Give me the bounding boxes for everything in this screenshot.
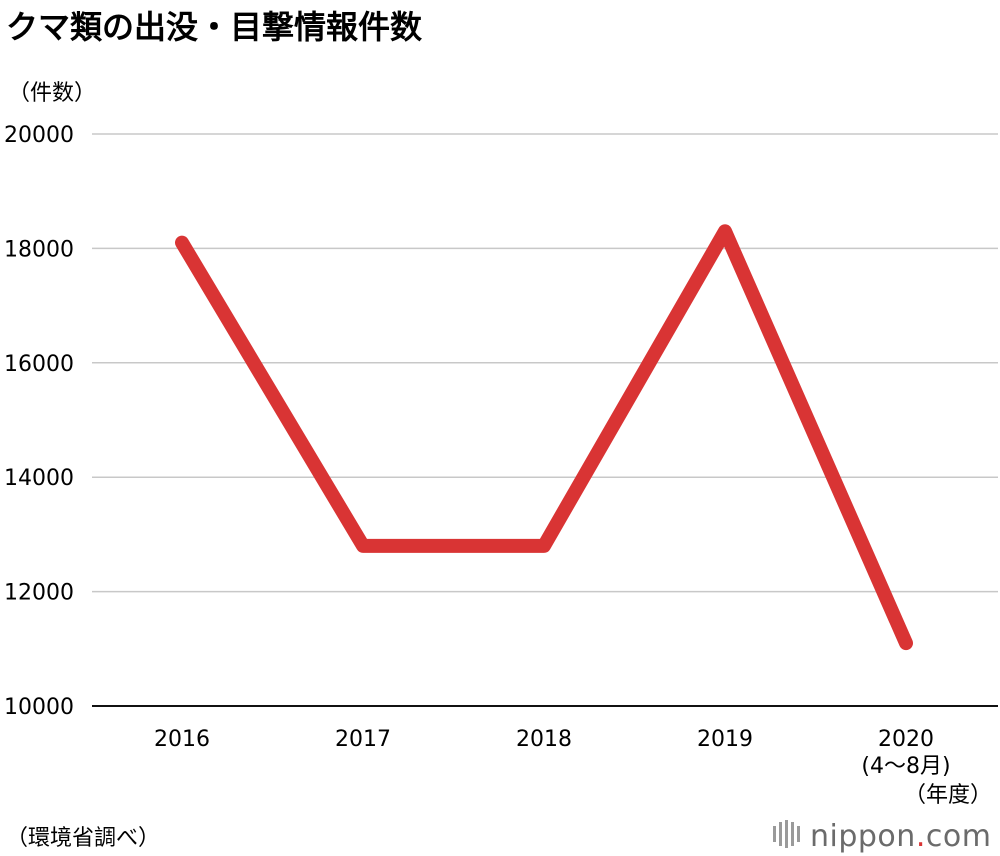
brand-tld: com [926,819,992,854]
series-line [175,224,913,651]
source-note: （環境省調べ） [6,826,160,851]
chart-title: クマ類の出没・目撃情報件数 [6,8,423,46]
x-axis-label: （年度） [904,783,992,808]
y-tick-label: 10000 [4,695,74,720]
y-tick-labels: 10000 12000 14000 16000 18000 20000 [4,123,74,720]
x-tick-label: 2016 [154,727,210,752]
y-tick-label: 20000 [4,123,74,148]
series-lines [175,224,913,651]
y-axis-label: （件数） [8,81,96,106]
brand-text: nippon.com [810,819,991,854]
y-tick-label: 16000 [4,352,74,377]
x-tick-label: 2018 [516,727,572,752]
x-tick-label: 2017 [335,727,391,752]
x-tick-label: 2019 [697,727,753,752]
x-tick-labels: 2016 2017 2018 2019 2020(4～8月) [154,727,951,779]
y-tick-label: 12000 [4,581,74,606]
x-tick-sublabel: (4～8月) [861,754,950,779]
logo-bars-icon [773,820,800,848]
brand-dot: . [916,819,926,854]
x-tick-label: 2020 [878,727,934,752]
y-tick-label: 18000 [4,237,74,262]
nippon-logo: nippon.com [773,819,991,854]
y-tick-label: 14000 [4,466,74,491]
brand-main: nippon [810,819,916,854]
gridlines [92,133,998,707]
